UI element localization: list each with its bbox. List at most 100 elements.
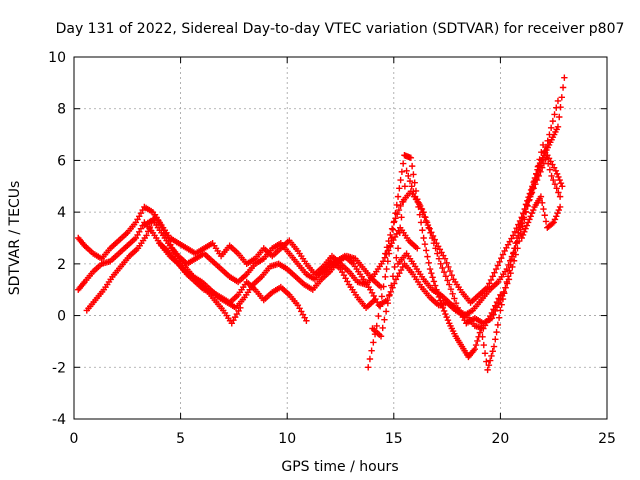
data-point xyxy=(303,317,310,324)
data-point xyxy=(538,148,545,156)
data-point xyxy=(491,269,498,276)
data-point xyxy=(490,343,498,350)
data-point xyxy=(540,205,547,213)
data-point xyxy=(556,113,563,121)
data-point xyxy=(555,189,562,196)
data-point xyxy=(387,288,395,295)
x-axis-label: GPS time / hours xyxy=(281,459,398,475)
data-point xyxy=(397,176,404,184)
data-point xyxy=(538,164,546,171)
data-point xyxy=(530,206,537,214)
data-point xyxy=(556,176,563,184)
data-point xyxy=(495,314,503,321)
data-point xyxy=(527,193,534,200)
data-point xyxy=(439,304,447,312)
data-point xyxy=(555,173,562,181)
data-point xyxy=(370,339,377,346)
data-point xyxy=(528,189,536,196)
data-point xyxy=(471,345,479,353)
data-point xyxy=(426,225,433,232)
data-point xyxy=(522,225,529,232)
y-tick-label: 2 xyxy=(57,257,66,273)
data-point xyxy=(411,179,418,186)
data-point xyxy=(431,282,439,289)
series-track-j xyxy=(394,250,504,332)
data-point xyxy=(535,172,542,180)
data-point xyxy=(445,263,452,271)
data-point xyxy=(542,218,550,225)
data-point xyxy=(559,183,566,190)
data-point xyxy=(557,179,565,187)
x-tick-label: 20 xyxy=(491,431,509,447)
data-point xyxy=(523,222,531,229)
x-tick-label: 10 xyxy=(278,431,296,447)
data-point xyxy=(505,276,513,283)
data-point xyxy=(561,74,568,81)
data-point xyxy=(384,299,392,307)
data-point xyxy=(515,221,522,228)
data-point xyxy=(382,308,390,315)
data-point xyxy=(519,231,527,239)
data-point xyxy=(550,176,557,184)
data-point xyxy=(526,196,533,203)
data-point xyxy=(385,247,392,254)
data-point xyxy=(395,206,403,214)
data-point xyxy=(486,280,493,287)
data-point xyxy=(518,234,525,242)
data-point xyxy=(144,228,152,235)
data-point xyxy=(442,310,449,318)
data-point xyxy=(398,168,406,176)
data-point xyxy=(447,285,455,293)
data-point xyxy=(509,232,517,239)
data-point xyxy=(408,183,415,190)
data-point xyxy=(388,282,395,289)
data-point xyxy=(388,225,396,232)
data-point xyxy=(444,277,451,284)
data-point xyxy=(435,255,443,262)
data-point xyxy=(393,254,400,261)
chart-title: Day 131 of 2022, Sidereal Day-to-day VTE… xyxy=(56,21,625,37)
data-point xyxy=(443,259,450,267)
data-point xyxy=(514,245,521,252)
y-tick-label: 8 xyxy=(57,102,66,118)
data-point xyxy=(494,321,502,329)
data-point xyxy=(401,183,409,190)
data-point xyxy=(556,193,564,200)
data-point xyxy=(548,172,555,180)
data-point xyxy=(388,234,395,242)
y-tick-label: 6 xyxy=(57,153,66,169)
data-point xyxy=(530,185,537,192)
data-point xyxy=(496,258,503,265)
data-point xyxy=(382,250,389,257)
data-point xyxy=(394,245,402,252)
data-point xyxy=(399,160,407,167)
data-point xyxy=(393,201,400,209)
data-point xyxy=(538,199,546,207)
data-point xyxy=(554,97,562,105)
data-point xyxy=(424,221,432,229)
data-point xyxy=(424,253,431,260)
data-point xyxy=(537,168,544,176)
y-tick-label: 0 xyxy=(57,309,66,325)
data-point xyxy=(385,237,392,245)
data-point xyxy=(542,156,549,163)
data-point xyxy=(551,216,559,223)
data-point xyxy=(551,181,559,188)
data-point xyxy=(376,303,384,310)
data-point xyxy=(398,214,405,221)
x-tick-label: 15 xyxy=(385,431,403,447)
data-point xyxy=(554,209,561,217)
data-point xyxy=(446,281,453,288)
data-point xyxy=(539,141,547,149)
data-point xyxy=(438,300,445,308)
data-point xyxy=(507,269,514,277)
data-point xyxy=(488,309,496,317)
data-point xyxy=(521,228,528,235)
data-point xyxy=(378,293,386,300)
data-point xyxy=(394,211,401,218)
data-point xyxy=(551,111,558,118)
data-point xyxy=(428,269,435,277)
data-point xyxy=(527,190,535,197)
data-point xyxy=(444,317,452,324)
data-point xyxy=(394,193,402,200)
